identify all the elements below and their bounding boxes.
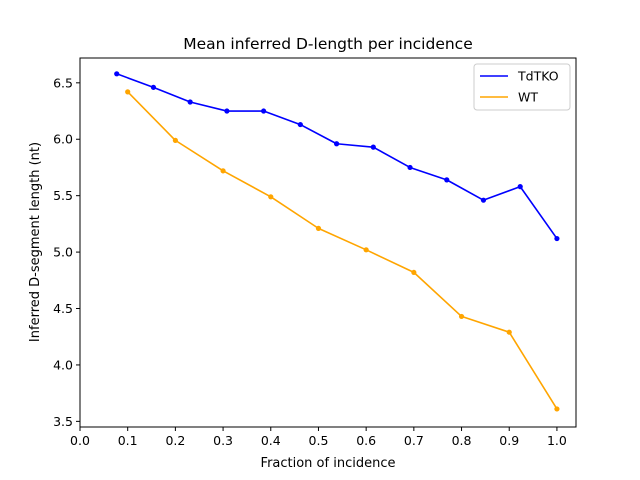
data-point-wt (125, 89, 131, 95)
data-point-tdtko (261, 108, 267, 114)
legend-label-wt: WT (518, 90, 538, 105)
x-tick-label: 0.8 (452, 433, 472, 448)
data-point-wt (220, 168, 226, 174)
data-point-wt (315, 225, 322, 231)
y-axis-title: Inferred D-segment length (nt) (28, 142, 43, 342)
data-point-wt (506, 329, 512, 335)
data-point-tdtko (297, 121, 303, 128)
chart-title: Mean inferred D-length per incidence (183, 35, 472, 53)
x-tick-label: 0.1 (118, 433, 138, 448)
data-point-tdtko (370, 144, 376, 150)
data-point-tdtko (114, 71, 120, 77)
y-tick-label: 5.5 (53, 188, 73, 203)
series-line-wt (127, 91, 558, 410)
y-tick-label: 4.5 (53, 301, 73, 316)
plot-frame (79, 57, 577, 428)
data-point-tdtko (187, 99, 193, 105)
legend: TdTKO WT (473, 63, 571, 111)
legend-label-tdtko: TdTKO (517, 69, 559, 84)
y-tick-label: 6.5 (53, 75, 73, 90)
x-tick-label: 0.7 (404, 433, 424, 448)
x-tick-label: 0.0 (70, 433, 90, 448)
data-point-tdtko (333, 141, 340, 147)
x-tick-label: 0.2 (165, 433, 185, 448)
data-point-tdtko (517, 184, 523, 190)
data-point-tdtko (480, 197, 487, 203)
data-point-wt (458, 313, 465, 320)
data-point-tdtko (224, 108, 230, 114)
x-tick-label: 1.0 (547, 433, 567, 448)
data-point-tdtko (150, 84, 157, 90)
y-tick-label: 5.0 (53, 245, 73, 260)
data-point-wt (554, 406, 560, 412)
x-tick-label: 0.5 (309, 433, 329, 448)
x-tick-label: 0.3 (213, 433, 233, 448)
data-point-tdtko (554, 235, 560, 242)
y-tick-label: 4.0 (53, 357, 73, 372)
x-axis-title: Fraction of incidence (261, 456, 396, 471)
y-tick-label: 3.5 (53, 414, 73, 429)
x-tick-label: 0.6 (356, 433, 376, 448)
y-tick-label: 6.0 (53, 132, 73, 147)
x-tick-label: 0.4 (261, 433, 281, 448)
data-point-wt (268, 194, 274, 200)
x-tick-label: 0.9 (499, 433, 519, 448)
data-point-wt (172, 137, 178, 143)
data-point-tdtko (444, 177, 450, 183)
data-point-wt (411, 269, 417, 276)
data-point-wt (363, 247, 369, 253)
x-axis: 0.0 0.1 0.2 0.3 0.4 0.5 0.6 0.7 0.8 0.9 1.0 (70, 427, 567, 448)
series-layer (114, 71, 560, 412)
data-point-tdtko (407, 164, 413, 171)
y-axis: 3.5 4.0 4.5 5.0 5.5 6.0 6.5 (53, 75, 80, 429)
